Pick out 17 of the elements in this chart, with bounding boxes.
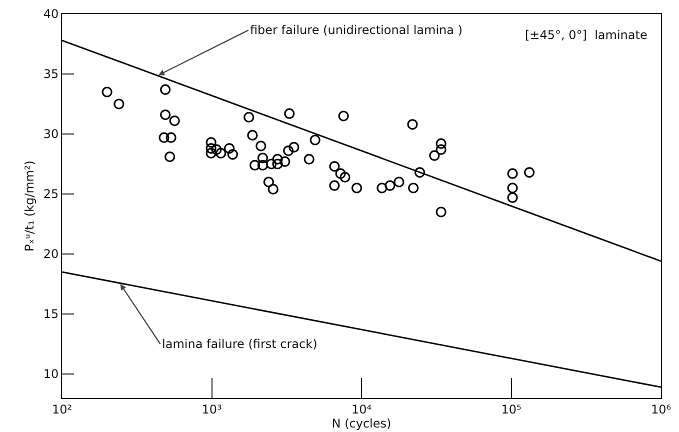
y-tick-label: 25 <box>43 187 59 202</box>
y-tick-label: 15 <box>43 307 59 322</box>
y-tick-label: 10 <box>43 367 59 382</box>
y-tick-label: 35 <box>43 67 59 82</box>
x-tick-label: 10⁶ <box>650 402 672 416</box>
annotation: lamina failure (first crack) <box>162 337 318 351</box>
x-tick-label: 10⁴ <box>351 402 372 416</box>
y-tick-label: 20 <box>43 247 59 262</box>
y-tick-label: 40 <box>43 7 59 22</box>
annotation: [±45°, 0°] laminate <box>525 28 648 42</box>
x-tick-label: 10³ <box>202 402 222 416</box>
x-axis-title: N (cycles) <box>332 416 392 430</box>
y-axis-title: Pₓᵘ/t₁ (kg/mm²) <box>22 160 37 252</box>
y-tick-label: 30 <box>43 127 59 142</box>
x-tick-label: 10² <box>52 402 72 416</box>
annotation: fiber failure (unidirectional lamina ) <box>250 23 463 37</box>
x-tick-label: 10⁵ <box>501 402 522 416</box>
